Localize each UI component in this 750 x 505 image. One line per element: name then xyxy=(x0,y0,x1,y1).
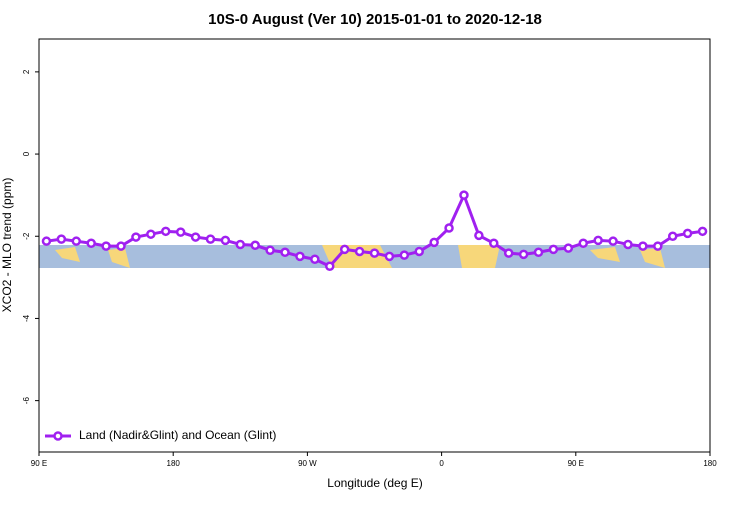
data-point xyxy=(369,248,380,258)
x-axis-label: Longitude (deg E) xyxy=(327,476,422,490)
data-point xyxy=(638,241,648,251)
x-tick-label: 180 xyxy=(167,459,181,468)
data-point xyxy=(697,226,708,237)
plot-frame xyxy=(38,38,711,453)
y-tick-label: -4 xyxy=(22,314,31,322)
data-point xyxy=(548,244,559,255)
data-point xyxy=(295,251,305,262)
data-point xyxy=(653,241,663,251)
data-point xyxy=(86,238,96,248)
data-point xyxy=(339,244,350,255)
data-point xyxy=(444,223,454,233)
data-point xyxy=(354,246,365,257)
data-point xyxy=(250,240,260,251)
x-tick-label: 0 xyxy=(439,459,444,468)
data-point xyxy=(384,251,395,262)
data-point xyxy=(310,254,320,265)
x-tick-label: 90 E xyxy=(31,459,47,468)
data-point xyxy=(667,231,678,242)
x-tick-label: 90 W xyxy=(298,459,317,468)
data-point xyxy=(160,226,171,237)
data-point xyxy=(71,236,82,246)
data-point xyxy=(429,237,439,248)
y-tick-label: 0 xyxy=(22,151,31,156)
x-tick-label: 180 xyxy=(703,459,717,468)
data-point xyxy=(280,247,290,258)
data-point xyxy=(489,238,499,248)
land xyxy=(458,245,500,268)
data-point xyxy=(175,227,186,237)
data-point xyxy=(146,229,156,239)
data-point xyxy=(578,238,589,248)
data-point xyxy=(474,230,484,241)
data-point xyxy=(459,190,469,200)
data-point xyxy=(56,234,67,244)
y-tick-label: 2 xyxy=(22,69,31,74)
data-point xyxy=(563,243,574,253)
y-axis-label: XCO2 - MLO trend (ppm) xyxy=(0,178,14,313)
data-point xyxy=(235,239,246,250)
data-point xyxy=(682,228,693,239)
data-point xyxy=(593,235,603,246)
data-point xyxy=(533,247,544,258)
data-point xyxy=(414,246,424,257)
data-point xyxy=(131,232,141,242)
y-tick-label: -2 xyxy=(22,232,31,240)
y-tick-label: -6 xyxy=(22,397,31,405)
data-point xyxy=(623,239,633,250)
data-point xyxy=(116,241,126,251)
data-point xyxy=(325,261,335,272)
data-point xyxy=(205,234,216,244)
data-point xyxy=(503,248,514,258)
legend-label: Land (Nadir&Glint) and Ocean (Glint) xyxy=(79,428,276,442)
land xyxy=(55,247,130,268)
data-point xyxy=(190,232,201,242)
x-tick-label: 90 E xyxy=(568,459,584,468)
data-point xyxy=(608,236,618,246)
data-point xyxy=(220,235,231,246)
data-point xyxy=(399,250,410,260)
data-point xyxy=(518,249,529,260)
data-point xyxy=(41,236,52,246)
legend-marker xyxy=(53,431,63,441)
chart-title: 10S-0 August (Ver 10) 2015-01-01 to 2020… xyxy=(208,11,542,28)
land xyxy=(590,247,665,268)
data-point xyxy=(101,241,111,251)
data-point xyxy=(265,245,275,255)
